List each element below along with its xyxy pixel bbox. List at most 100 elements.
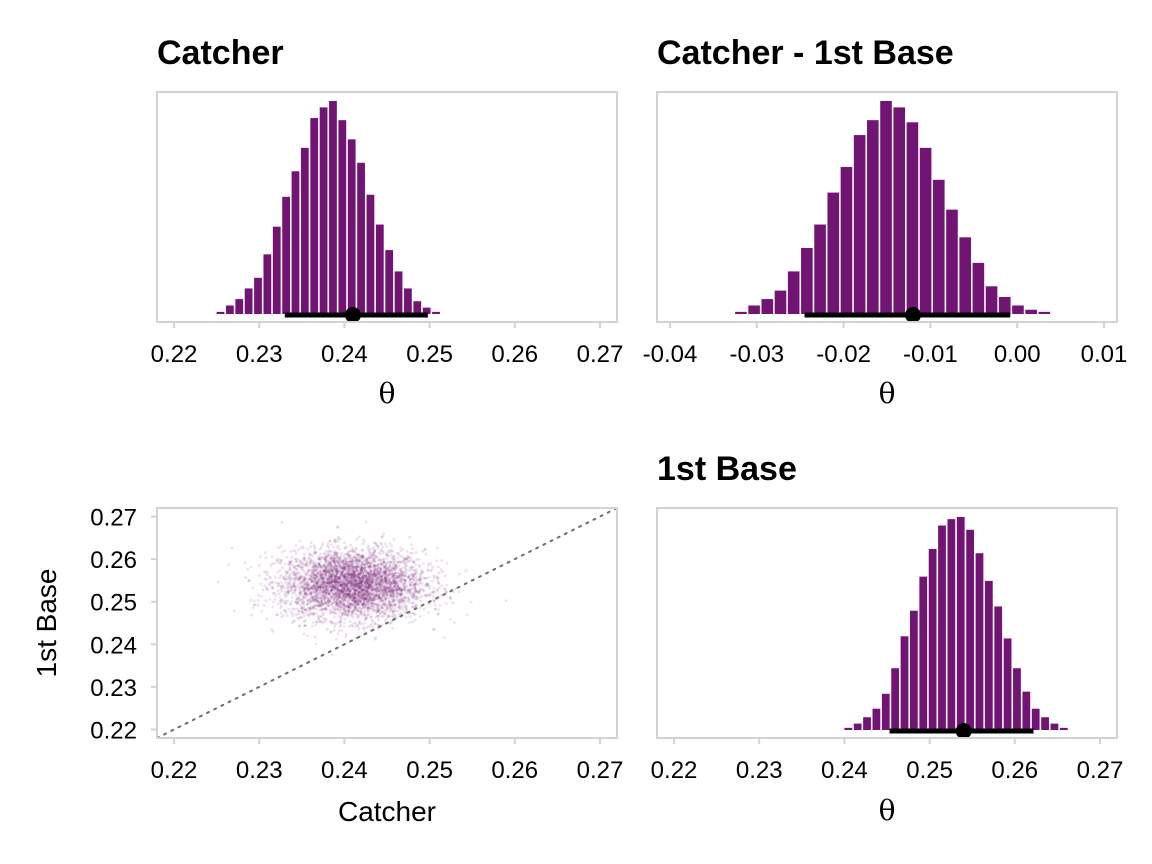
scatter-point — [307, 614, 311, 617]
scatter-point — [360, 577, 364, 580]
scatter-point — [313, 547, 317, 551]
scatter-point — [345, 560, 348, 564]
scatter-point — [352, 572, 355, 575]
scatter-point — [388, 561, 392, 564]
scatter-point — [327, 603, 330, 607]
difference-histogram-bar — [919, 147, 932, 314]
scatter-point — [348, 620, 352, 623]
scatter-point — [314, 580, 317, 584]
scatter-point — [408, 615, 412, 619]
scatter-point — [319, 565, 322, 569]
scatter-point — [321, 556, 324, 559]
scatter-point — [325, 578, 328, 582]
scatter-point — [392, 537, 396, 541]
catcher-histogram-bar — [422, 307, 431, 314]
scatter-point — [256, 603, 260, 607]
scatter-point — [354, 565, 357, 569]
scatter-point — [432, 598, 435, 602]
scatter-point — [343, 604, 347, 608]
scatter-point — [317, 604, 321, 608]
scatter-point — [369, 607, 373, 611]
scatter-point — [372, 563, 375, 567]
scatter-point — [363, 581, 367, 585]
scatter-point — [384, 586, 388, 589]
difference-histogram-bar — [1012, 305, 1024, 314]
scatter-point — [362, 626, 365, 629]
scatter-point — [290, 600, 294, 603]
scatter-point — [348, 584, 352, 588]
scatter-point — [332, 568, 335, 572]
scatter-point — [339, 566, 343, 570]
scatter-point — [343, 593, 347, 597]
scatter-point — [347, 592, 350, 596]
scatter-point — [380, 600, 383, 603]
scatter-point — [335, 570, 339, 574]
scatter-point — [330, 589, 334, 593]
scatter-point — [338, 583, 342, 587]
scatter-point — [306, 592, 310, 596]
difference-histogram-bar — [748, 305, 760, 314]
scatter-point — [313, 584, 317, 588]
scatter-point — [339, 575, 342, 578]
scatter-point — [387, 614, 391, 617]
first-base-histogram-bar — [900, 636, 909, 730]
scatter-point — [319, 573, 323, 577]
scatter-point — [344, 592, 348, 596]
scatter-point — [332, 583, 335, 587]
scatter-point — [382, 615, 385, 618]
scatter-point — [327, 577, 330, 580]
scatter-point — [367, 548, 371, 552]
scatter-point — [331, 565, 335, 569]
scatter-point — [346, 596, 350, 600]
scatter-point — [367, 581, 371, 585]
scatter-point — [364, 520, 368, 524]
scatter-point — [385, 573, 388, 577]
scatter-point — [384, 576, 387, 580]
scatter-point — [340, 551, 343, 555]
scatter-point — [344, 579, 348, 583]
scatter-point — [329, 562, 333, 566]
scatter-point — [432, 591, 436, 594]
scatter-point — [338, 590, 342, 594]
scatter-point — [340, 619, 343, 622]
scatter-point — [469, 600, 473, 604]
scatter-point — [327, 570, 331, 574]
scatter-point — [339, 584, 343, 587]
scatter-point — [344, 635, 348, 638]
catcher-histogram-bar — [385, 250, 394, 314]
scatter-point — [342, 575, 346, 578]
scatter-point — [361, 584, 365, 588]
scatter-point — [305, 607, 309, 611]
scatter-point — [334, 574, 337, 578]
scatter-point — [335, 569, 339, 572]
scatter-point — [335, 622, 338, 625]
scatter-point — [366, 609, 370, 612]
scatter-point — [357, 571, 360, 575]
scatter-point — [325, 628, 329, 631]
scatter-point — [371, 577, 374, 581]
first-base-x-axis-label: θ — [879, 794, 896, 827]
scatter-point — [348, 573, 351, 576]
scatter-point — [341, 566, 345, 570]
scatter-point — [262, 570, 266, 573]
scatter-point — [321, 591, 325, 595]
scatter-point — [360, 581, 363, 585]
scatter-point — [360, 591, 364, 595]
scatter-point — [440, 584, 444, 588]
scatter-point — [376, 562, 380, 566]
scatter-point — [289, 578, 293, 582]
scatter-point — [302, 552, 306, 556]
scatter-point — [331, 579, 334, 582]
scatter-point — [353, 596, 357, 600]
scatter-point — [415, 590, 419, 594]
scatter-point — [412, 586, 415, 590]
scatter-point — [377, 608, 381, 612]
scatter-point — [349, 568, 352, 571]
scatter-point — [361, 588, 365, 592]
scatter-point — [328, 592, 331, 596]
scatter-point — [330, 568, 333, 572]
scatter-point — [384, 617, 388, 621]
scatter-point — [403, 561, 407, 564]
scatter-point — [367, 579, 370, 582]
scatter-point — [367, 544, 370, 548]
